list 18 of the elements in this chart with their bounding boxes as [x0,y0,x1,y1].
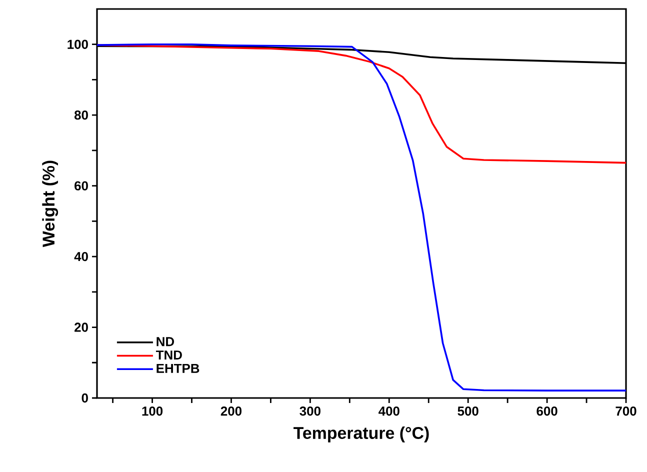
y-tick-label: 0 [82,393,88,403]
y-tick-label: 40 [74,252,88,262]
legend-label: ND [156,337,174,346]
legend-label: EHTPB [156,364,200,373]
y-axis-title: Weight (%) [42,160,58,248]
y-tick-label: 60 [74,181,88,190]
x-tick-label: 700 [616,406,636,416]
x-axis-title: Temperature (°C) [294,426,429,442]
x-tick-label: 500 [458,406,478,416]
y-tick-label: 100 [68,40,88,49]
x-tick-label: 200 [220,406,242,416]
y-tick-label: 20 [74,322,88,332]
x-tick-label: 400 [378,406,400,416]
x-tick-label: 300 [300,406,320,416]
legend-label: TND [156,350,182,360]
y-tick-label: 80 [74,110,88,120]
x-tick-label: 100 [142,406,163,416]
x-tick-label: 600 [536,406,558,416]
